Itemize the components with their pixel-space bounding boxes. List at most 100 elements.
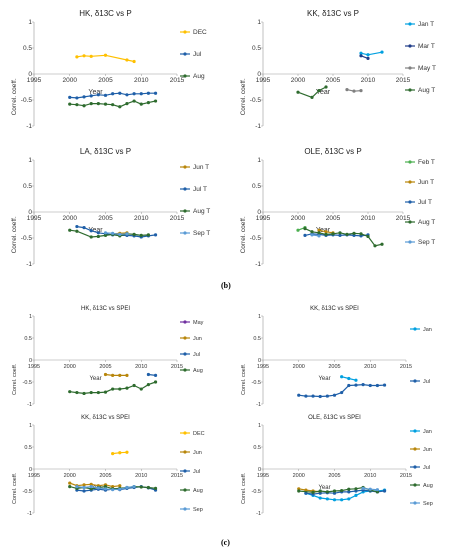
data-point [103, 102, 108, 106]
y-axis-label: Correl. coeff. [240, 216, 247, 253]
series-jul: Jul [297, 379, 430, 399]
legend-label: Jun [423, 447, 432, 453]
y-tick-label: 0.5 [252, 45, 261, 52]
data-point [347, 490, 351, 494]
x-tick-label: 2005 [99, 473, 111, 479]
legend-label: Aug [193, 73, 205, 80]
y-tick-label: 1 [29, 423, 32, 429]
data-point [89, 487, 93, 491]
chart-ole-p: OLE, δ13C vs P 1 0.5 0 -0.5 -1 1995 2000 2005 201… [240, 147, 435, 268]
chart-title: KK, δ13C vs SPEI [310, 306, 359, 312]
legend-label: Jul [423, 379, 430, 385]
series-line [105, 373, 127, 376]
y-tick-label: 1 [257, 157, 261, 164]
data-point [347, 497, 351, 501]
data-point [366, 234, 370, 239]
y-tick-label: 0 [28, 209, 32, 216]
data-point [132, 485, 136, 489]
legend-marker [408, 66, 412, 70]
y-tick-label: -1 [256, 402, 261, 408]
data-point [125, 373, 129, 377]
data-point [96, 390, 100, 395]
series-jan: Jan [340, 327, 432, 382]
data-point [89, 482, 93, 486]
data-point [125, 58, 129, 62]
y-axis-label: Correl. coeff. [12, 472, 18, 504]
y-tick-label: 1 [258, 423, 261, 429]
legend-marker [183, 368, 187, 372]
y-tick-label: -0.5 [23, 489, 32, 495]
data-point [352, 231, 356, 235]
series-line [298, 383, 385, 398]
data-point [103, 372, 108, 377]
data-point [75, 229, 79, 233]
data-point [103, 233, 108, 237]
data-point [96, 93, 100, 97]
data-point [89, 229, 93, 233]
y-tick-label: -0.5 [21, 97, 33, 104]
legend-marker [183, 52, 187, 56]
data-point [89, 102, 93, 106]
y-tick-label: -1 [255, 123, 261, 130]
data-point [103, 53, 108, 57]
series-jun-t: Jun T [317, 179, 434, 235]
series-aug: Aug [68, 368, 203, 396]
y-tick-label: 0.5 [253, 445, 261, 451]
legend-marker [183, 336, 187, 340]
data-point [132, 92, 136, 96]
series-jul: Jul [146, 352, 200, 377]
data-point [375, 383, 379, 388]
legend-marker [413, 465, 417, 469]
legend-marker [183, 209, 187, 213]
legend-label: Jun [193, 336, 202, 342]
data-point [111, 103, 115, 107]
data-point [310, 233, 314, 237]
legend-label: Jun T [418, 179, 434, 186]
legend-marker [183, 431, 187, 435]
data-point [82, 54, 86, 58]
x-axis-label: Year [316, 89, 331, 96]
data-point [146, 485, 150, 490]
data-point [340, 488, 344, 493]
x-tick-label: 1995 [257, 473, 269, 479]
data-point [146, 383, 150, 387]
data-point [111, 373, 115, 377]
chart-ole-spei: OLE, δ13C vs SPEI 1 0.5 0 -0.5 -1 1995 2000 2005… [241, 415, 433, 517]
data-point [303, 233, 307, 237]
data-point [331, 232, 335, 236]
y-tick-label: -1 [27, 511, 32, 517]
data-point [125, 386, 129, 390]
chart-la-p: LA, δ13C vs P 1 0.5 0 -0.5 -1 1995 2000 2005 2010… [11, 147, 210, 268]
data-point [354, 489, 358, 493]
data-point [82, 391, 86, 396]
y-axis-label: Correl. coeff. [241, 363, 247, 395]
legend-label: DEC [193, 29, 207, 36]
data-point [318, 489, 322, 493]
legend-marker [183, 320, 187, 324]
x-axis-label: Year [316, 227, 331, 234]
data-point [153, 91, 158, 95]
legend-label: Jan [423, 327, 432, 333]
x-tick-label: 2010 [135, 473, 147, 479]
legend-marker [183, 352, 187, 356]
x-tick-label: 2010 [361, 77, 376, 84]
data-point [96, 486, 100, 490]
x-tick-label: 2010 [134, 215, 149, 222]
x-tick-label: 1995 [256, 215, 271, 222]
data-point [75, 103, 79, 107]
data-point [317, 231, 321, 235]
data-point [373, 244, 377, 248]
x-tick-label: 2015 [170, 215, 185, 222]
y-tick-label: 0 [258, 358, 261, 364]
data-point [354, 383, 358, 387]
x-tick-label: 2005 [326, 77, 341, 84]
legend-marker [183, 30, 187, 34]
y-tick-label: 0.5 [23, 45, 32, 52]
legend-label: Sep [193, 507, 203, 513]
data-point [125, 485, 129, 490]
data-point [82, 483, 86, 487]
data-point [296, 90, 300, 94]
legend-label: Jul [193, 352, 200, 358]
chart-title: KK, δ13C vs SPEI [81, 415, 130, 421]
data-point [68, 102, 72, 106]
